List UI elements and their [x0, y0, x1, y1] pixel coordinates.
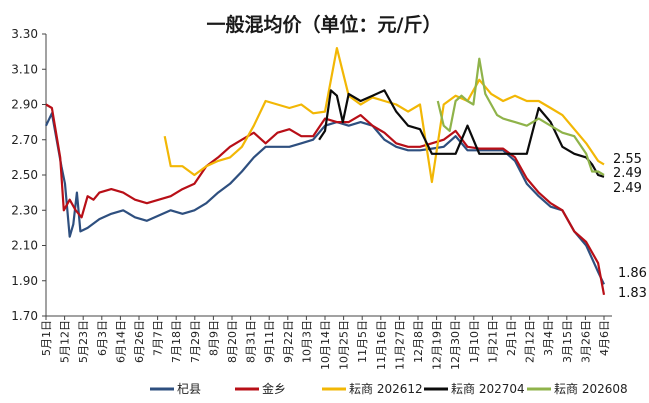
x-tick-label: 3月4日 [542, 320, 555, 356]
x-tick-label: 5月1日 [40, 320, 53, 356]
x-tick-label: 10月25日 [338, 320, 351, 370]
y-tick-label: 3.30 [11, 27, 38, 41]
x-tick-label: 12月30日 [449, 320, 462, 370]
x-tick-label: 9月22日 [282, 320, 295, 363]
x-axis-ticks: 5月1日 5月12日 5月23日 6月3日 6月14日 6月26日 7月7日 7月18日 7月2… [40, 316, 611, 370]
x-tick-label: 10月14日 [319, 320, 332, 370]
last-value-labels: 1.861.832.552.492.49 [613, 152, 647, 301]
y-tick-label: 2.90 [11, 98, 38, 112]
x-tick-label: 11月27日 [393, 320, 406, 370]
x-tick-label: 12月8日 [412, 320, 425, 363]
x-tick-label: 8月20日 [226, 320, 239, 363]
legend-label: 杞县 [177, 382, 201, 396]
x-tick-label: 7月7日 [152, 320, 165, 356]
last-value-label: 2.49 [613, 181, 642, 196]
x-tick-label: 8月31日 [245, 320, 258, 363]
x-tick-label: 2月12日 [524, 320, 537, 363]
x-tick-label: 1月21日 [486, 320, 499, 363]
x-tick-label: 6月26日 [133, 320, 146, 363]
legend-label: 耘商 202704 [451, 381, 525, 396]
last-value-label: 2.55 [613, 152, 642, 167]
x-tick-label: 6月14日 [114, 320, 127, 363]
x-tick-label: 2月1日 [505, 320, 518, 356]
x-tick-label: 1月10日 [468, 320, 481, 363]
x-tick-label: 5月23日 [77, 320, 90, 363]
series-line-2 [45, 103, 606, 296]
series-line-4 [318, 89, 605, 178]
legend-label: 金乡 [262, 381, 286, 396]
x-tick-label: 9月11日 [263, 320, 276, 363]
x-tick-label: 7月29日 [189, 320, 202, 363]
y-tick-label: 3.10 [11, 62, 38, 76]
series-line-5 [436, 57, 605, 176]
series-lines [45, 46, 606, 296]
y-tick-label: 2.50 [11, 168, 38, 182]
series-line-1 [45, 112, 605, 285]
last-value-label: 2.49 [613, 166, 642, 181]
x-tick-label: 12月19日 [431, 320, 444, 370]
x-tick-label: 10月3日 [300, 320, 313, 363]
legend-label: 耘商 202612 [349, 381, 423, 396]
y-tick-label: 1.90 [11, 274, 38, 288]
last-value-label: 1.86 [618, 266, 647, 281]
x-tick-label: 6月3日 [96, 320, 109, 356]
x-tick-label: 4月6日 [598, 320, 611, 356]
y-tick-label: 2.70 [11, 133, 38, 147]
x-tick-label: 11月5日 [356, 320, 369, 363]
y-tick-label: 2.10 [11, 239, 38, 253]
x-tick-label: 3月26日 [579, 320, 592, 363]
x-tick-label: 8月9日 [207, 320, 220, 356]
chart-title: 一般混均价（单位：元/斤） [207, 13, 442, 36]
x-tick-label: 7月18日 [170, 320, 183, 363]
x-tick-label: 11月16日 [375, 320, 388, 370]
legend-label: 耘商 202608 [554, 381, 628, 396]
x-tick-label: 3月15日 [561, 320, 574, 363]
series-line-3 [163, 46, 605, 184]
y-tick-label: 1.70 [11, 309, 38, 323]
y-axis-ticks: 1.70 1.90 2.10 2.30 2.50 2.70 2.90 3.10 3.30 [11, 27, 46, 323]
last-value-label: 1.83 [618, 286, 647, 301]
y-tick-label: 2.30 [11, 203, 38, 217]
x-tick-label: 5月12日 [59, 320, 72, 363]
legend: 杞县 金乡 耘商 202612 耘商 202704 耘商 202608 [150, 381, 628, 396]
